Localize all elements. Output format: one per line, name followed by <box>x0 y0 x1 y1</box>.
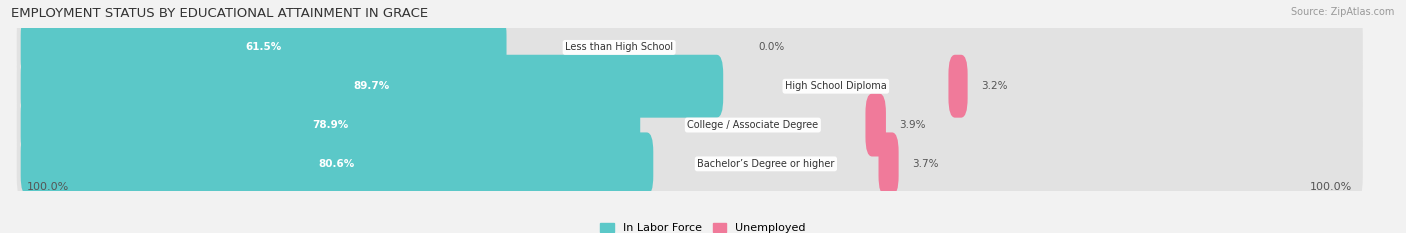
Text: College / Associate Degree: College / Associate Degree <box>688 120 818 130</box>
FancyBboxPatch shape <box>949 55 967 118</box>
Legend: In Labor Force, Unemployed: In Labor Force, Unemployed <box>596 219 810 233</box>
Text: Source: ZipAtlas.com: Source: ZipAtlas.com <box>1291 7 1395 17</box>
FancyBboxPatch shape <box>17 121 1362 207</box>
FancyBboxPatch shape <box>879 132 898 195</box>
Text: 80.6%: 80.6% <box>319 159 356 169</box>
FancyBboxPatch shape <box>21 55 723 118</box>
FancyBboxPatch shape <box>866 94 886 157</box>
FancyBboxPatch shape <box>21 94 640 157</box>
FancyBboxPatch shape <box>17 43 1362 129</box>
FancyBboxPatch shape <box>17 82 1362 168</box>
Text: 3.9%: 3.9% <box>900 120 925 130</box>
Text: EMPLOYMENT STATUS BY EDUCATIONAL ATTAINMENT IN GRACE: EMPLOYMENT STATUS BY EDUCATIONAL ATTAINM… <box>11 7 429 20</box>
Text: 61.5%: 61.5% <box>246 42 281 52</box>
Text: High School Diploma: High School Diploma <box>785 81 887 91</box>
Text: 100.0%: 100.0% <box>1310 182 1353 192</box>
FancyBboxPatch shape <box>17 4 1362 90</box>
Text: 0.0%: 0.0% <box>758 42 785 52</box>
FancyBboxPatch shape <box>21 132 654 195</box>
Text: 78.9%: 78.9% <box>312 120 349 130</box>
Text: 3.2%: 3.2% <box>981 81 1007 91</box>
Text: 3.7%: 3.7% <box>912 159 938 169</box>
Text: Bachelor’s Degree or higher: Bachelor’s Degree or higher <box>697 159 835 169</box>
FancyBboxPatch shape <box>21 16 506 79</box>
Text: Less than High School: Less than High School <box>565 42 673 52</box>
Text: 100.0%: 100.0% <box>27 182 69 192</box>
Text: 89.7%: 89.7% <box>354 81 389 91</box>
